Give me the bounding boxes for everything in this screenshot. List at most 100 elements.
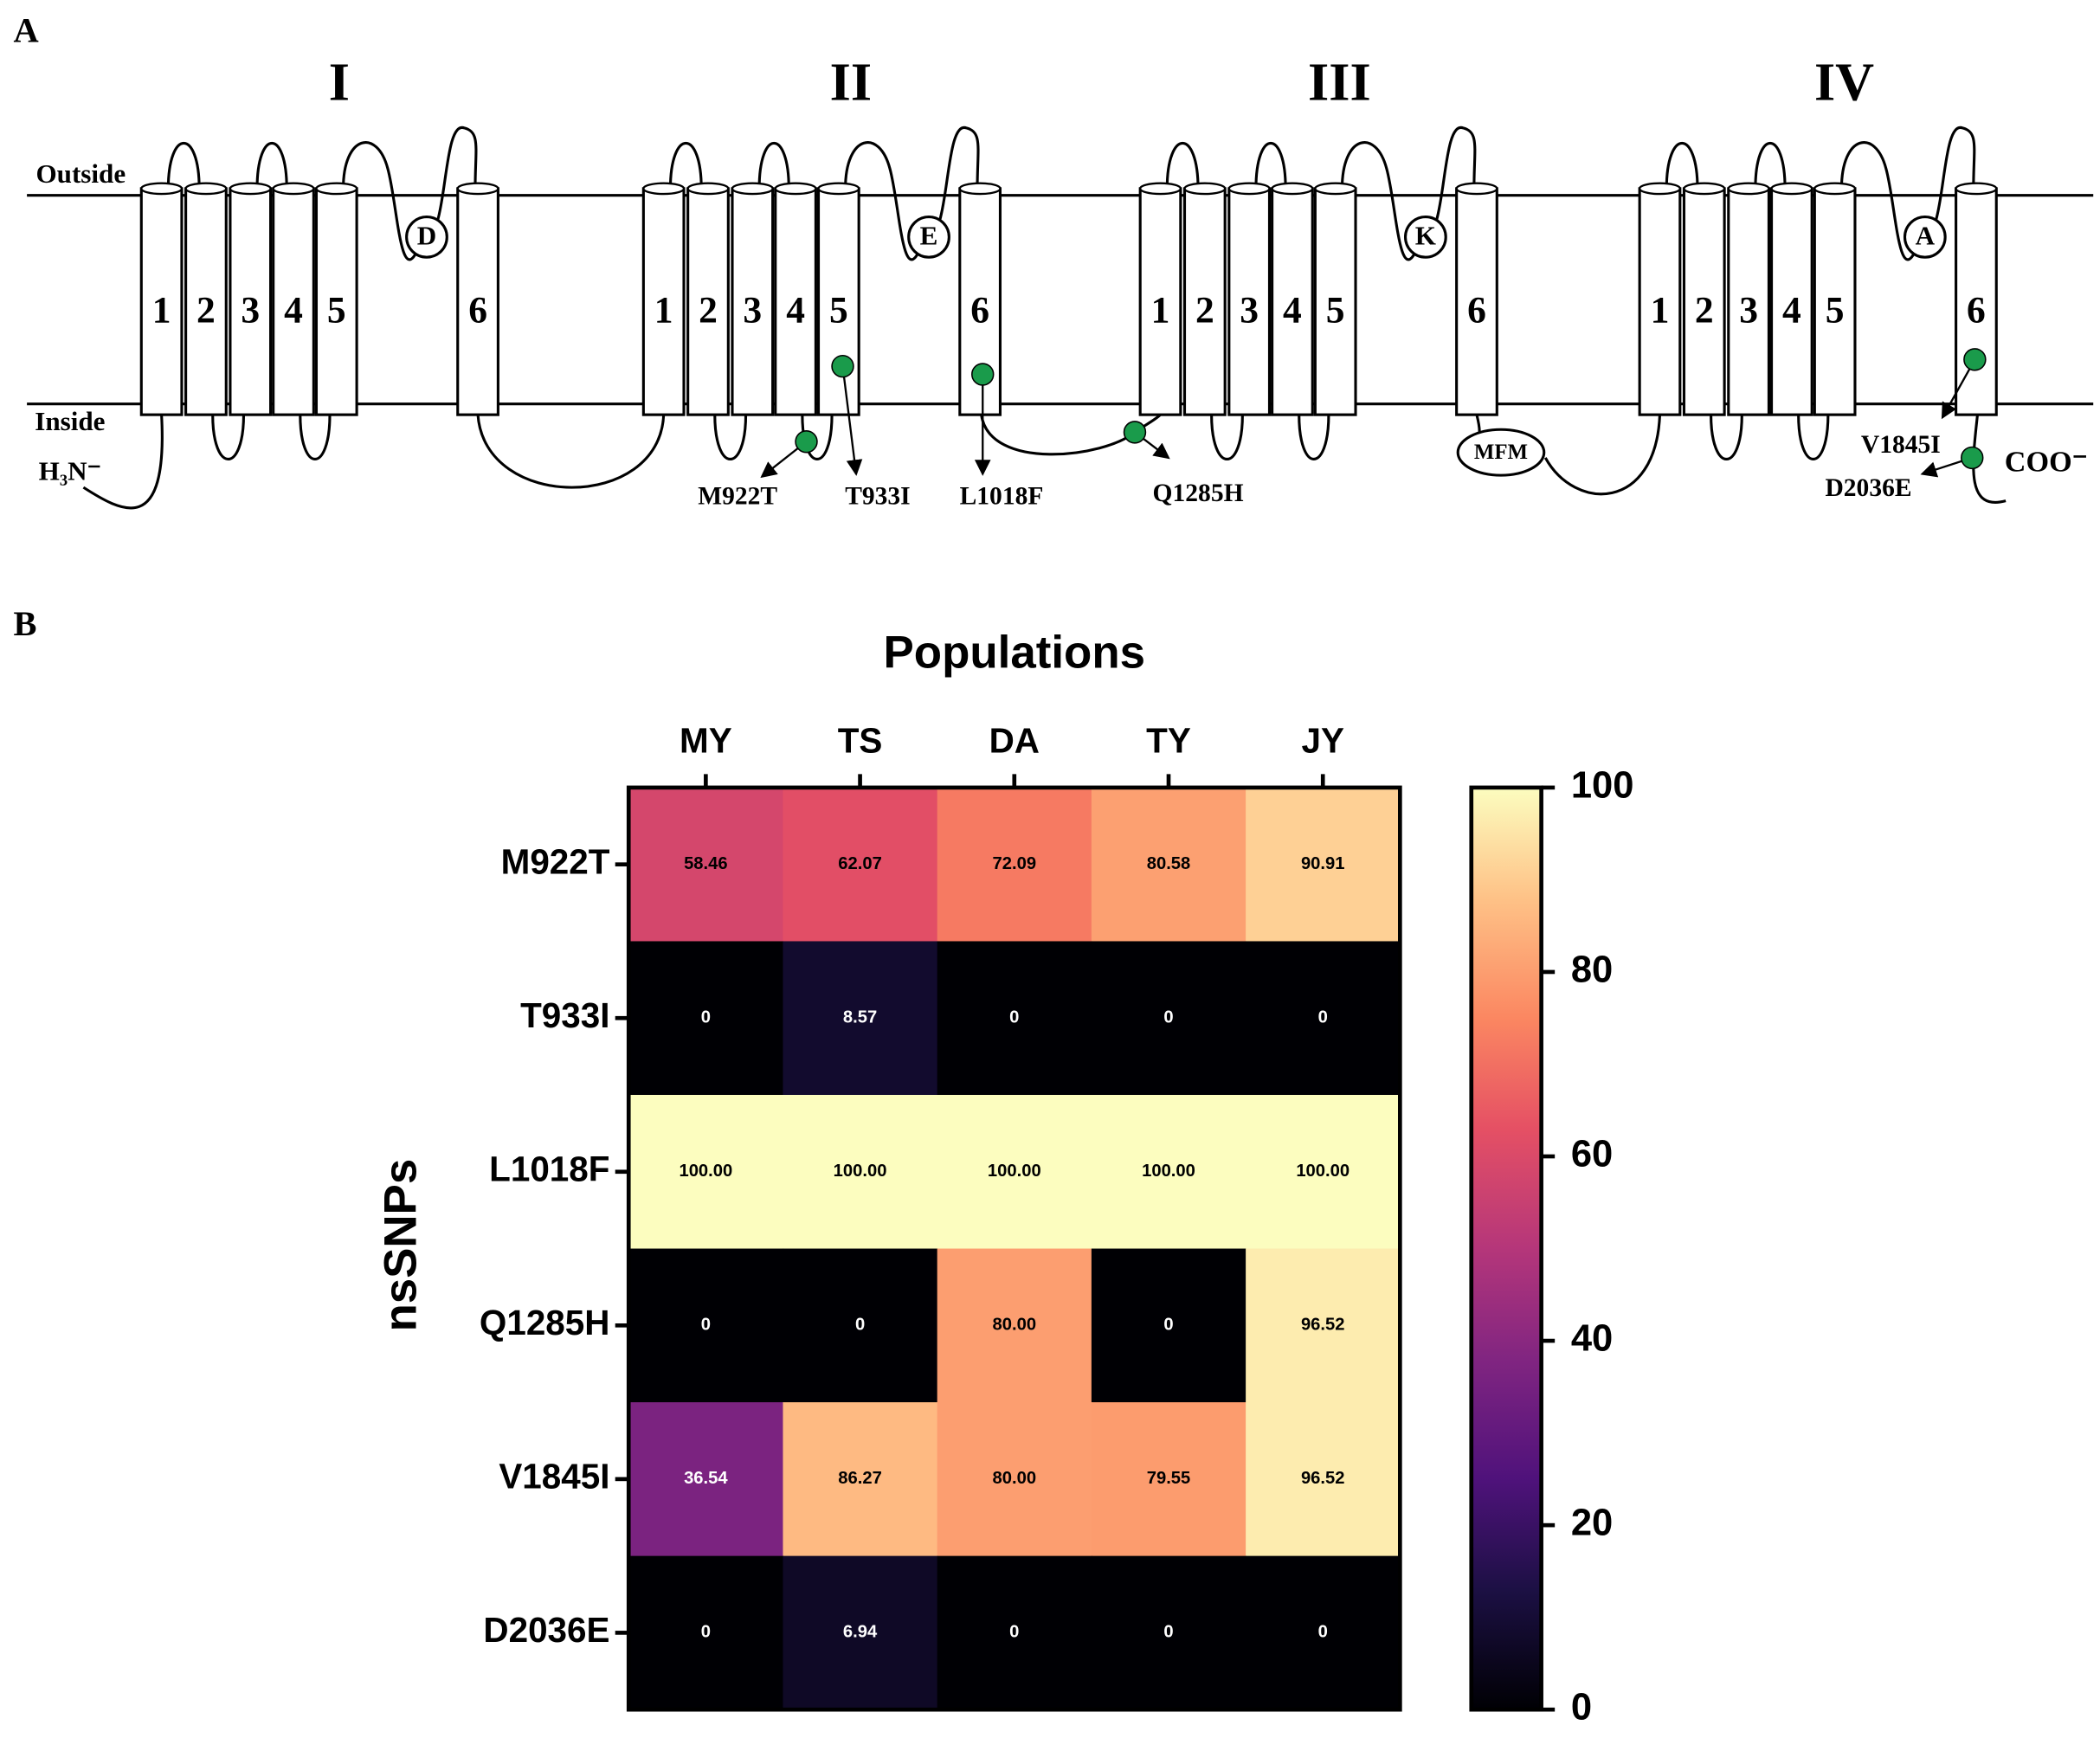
segment-number: 3 bbox=[1240, 289, 1259, 331]
segment bbox=[1769, 187, 1813, 416]
cell-label: 36.54 bbox=[684, 1469, 728, 1488]
inside-label: Inside bbox=[35, 406, 105, 436]
cell-label: 0 bbox=[855, 1316, 865, 1335]
segment-number: 6 bbox=[1467, 289, 1486, 331]
y-tick-label: D2036E bbox=[483, 1610, 609, 1650]
heatmap-cell bbox=[783, 1555, 938, 1710]
residue-circle bbox=[1403, 215, 1447, 259]
mutation-label: L1018F bbox=[960, 482, 1044, 510]
mutation-arrow bbox=[841, 366, 863, 476]
segment-top bbox=[1455, 182, 1498, 196]
loop bbox=[1797, 415, 1830, 460]
mutation-dot bbox=[1123, 421, 1147, 444]
segment-top bbox=[1955, 182, 1998, 196]
pore-loop bbox=[342, 126, 478, 261]
heatmap-cell bbox=[628, 1402, 784, 1557]
heatmap-cell bbox=[937, 787, 1092, 943]
segment bbox=[456, 187, 499, 416]
y-tick-label: L1018F bbox=[489, 1149, 609, 1188]
segment-top bbox=[1727, 182, 1770, 196]
y-tick-label: V1845I bbox=[499, 1457, 609, 1497]
heatmap-cell bbox=[1091, 787, 1246, 943]
pore-loop bbox=[1340, 126, 1477, 261]
segment bbox=[1313, 187, 1357, 416]
segment-number: 1 bbox=[1651, 289, 1670, 331]
segment-number: 5 bbox=[327, 289, 346, 331]
y-tick-label: Q1285H bbox=[480, 1303, 610, 1342]
cell-label: 100.00 bbox=[1296, 1162, 1350, 1181]
residue-label: K bbox=[1415, 221, 1436, 251]
segment-number: 2 bbox=[1695, 289, 1714, 331]
heatmap-cell bbox=[1246, 1555, 1401, 1710]
segment-number: 3 bbox=[743, 289, 762, 331]
cell-label: 0 bbox=[701, 1623, 711, 1642]
heatmap-cell bbox=[1091, 1555, 1246, 1710]
cell-label: 0 bbox=[1163, 1623, 1173, 1642]
segment-number: 3 bbox=[241, 289, 260, 331]
loop bbox=[713, 415, 748, 460]
segment-top bbox=[1183, 182, 1227, 196]
segment-top bbox=[1683, 182, 1726, 196]
cell-label: 80.00 bbox=[993, 1316, 1037, 1335]
heatmap-cell bbox=[1091, 941, 1246, 1096]
cell-label: 80.00 bbox=[993, 1469, 1037, 1488]
heatmap-cell bbox=[937, 1402, 1092, 1557]
segment-number: 2 bbox=[196, 289, 216, 331]
segment-top bbox=[1227, 182, 1271, 196]
linkers bbox=[82, 414, 2007, 510]
colorbar-tick-label: 0 bbox=[1571, 1687, 1592, 1728]
segment-top bbox=[686, 182, 730, 196]
pore-loop bbox=[1839, 126, 1976, 261]
segment-number: 3 bbox=[1739, 289, 1758, 331]
segment-number: 5 bbox=[829, 289, 848, 331]
c-terminus: COO⁻ bbox=[2005, 447, 2088, 479]
cell-label: 62.07 bbox=[838, 854, 882, 873]
residue-circle bbox=[1903, 215, 1947, 259]
loop bbox=[1665, 141, 1699, 189]
heatmap-cell bbox=[1246, 941, 1401, 1096]
heatmap-cell bbox=[937, 1248, 1092, 1403]
x-tick-label: JY bbox=[1301, 720, 1343, 760]
mutation-label: T933I bbox=[845, 482, 911, 510]
loop bbox=[166, 141, 201, 189]
segment-top bbox=[731, 182, 774, 196]
heatmap-cell bbox=[937, 1095, 1092, 1250]
y-tick-label: M922T bbox=[501, 841, 610, 881]
cell-label: 72.09 bbox=[993, 854, 1037, 873]
segment bbox=[229, 187, 273, 416]
heatmap-cell bbox=[1246, 1095, 1401, 1250]
segment bbox=[731, 187, 775, 416]
heatmap-cell bbox=[783, 941, 938, 1096]
heatmap-cell bbox=[1246, 1248, 1401, 1403]
cell-label: 100.00 bbox=[679, 1162, 732, 1181]
panel-label: B bbox=[14, 604, 37, 643]
loop bbox=[211, 415, 246, 460]
cell-label: 80.58 bbox=[1147, 854, 1191, 873]
colorbar-tick-label: 60 bbox=[1571, 1134, 1613, 1175]
colorbar-tick-label: 100 bbox=[1571, 764, 1634, 806]
segment-top bbox=[774, 182, 817, 196]
cell-label: 0 bbox=[1318, 1008, 1328, 1027]
segment bbox=[1638, 187, 1682, 416]
mutation-dot bbox=[1963, 348, 1987, 371]
segment-top bbox=[1139, 182, 1182, 196]
mutation-label: Q1285H bbox=[1153, 480, 1244, 507]
cell-label: 86.27 bbox=[838, 1469, 882, 1488]
mutation-label: D2036E bbox=[1825, 474, 1911, 502]
x-tick-label: MY bbox=[680, 720, 732, 760]
loop bbox=[668, 141, 703, 189]
segment-top bbox=[1770, 182, 1813, 196]
heatmap-cell bbox=[783, 1095, 938, 1250]
segment bbox=[774, 187, 817, 416]
segment-number: 1 bbox=[1151, 289, 1170, 331]
y-axis-label: nsSNPs bbox=[376, 1159, 427, 1332]
segment-number: 4 bbox=[786, 289, 805, 331]
loop bbox=[299, 415, 332, 460]
cell-label: 0 bbox=[1009, 1008, 1019, 1027]
heatmap-cell bbox=[1091, 1402, 1246, 1557]
motif-ellipse bbox=[1456, 428, 1546, 477]
segment-top bbox=[272, 182, 315, 196]
cell-label: 90.91 bbox=[1301, 854, 1345, 873]
cell-label: 0 bbox=[1318, 1623, 1328, 1642]
segment-number: 5 bbox=[1826, 289, 1845, 331]
